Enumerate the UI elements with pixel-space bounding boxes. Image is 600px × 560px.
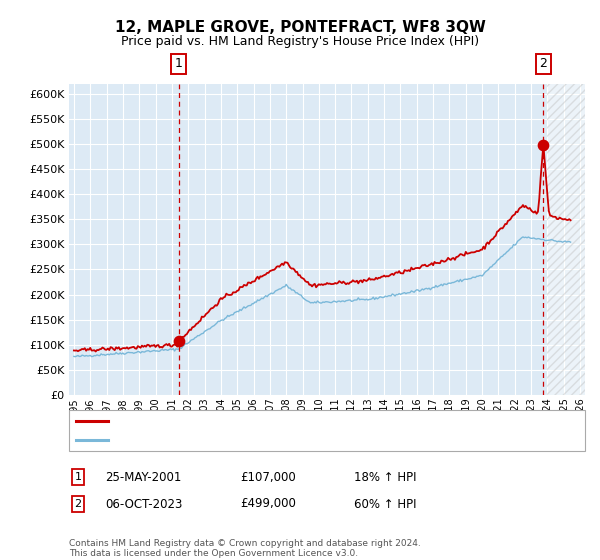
Text: 2: 2 — [74, 499, 82, 509]
Text: 1: 1 — [175, 57, 182, 70]
Text: 60% ↑ HPI: 60% ↑ HPI — [354, 497, 416, 511]
Text: HPI: Average price, detached house, Wakefield: HPI: Average price, detached house, Wake… — [113, 435, 374, 445]
Text: 2: 2 — [539, 57, 547, 70]
Text: Price paid vs. HM Land Registry's House Price Index (HPI): Price paid vs. HM Land Registry's House … — [121, 35, 479, 48]
Text: 12, MAPLE GROVE, PONTEFRACT, WF8 3QW: 12, MAPLE GROVE, PONTEFRACT, WF8 3QW — [115, 20, 485, 35]
Text: £499,000: £499,000 — [240, 497, 296, 511]
Text: £107,000: £107,000 — [240, 470, 296, 484]
Text: 06-OCT-2023: 06-OCT-2023 — [105, 497, 182, 511]
Point — [174, 337, 184, 346]
Text: 12, MAPLE GROVE, PONTEFRACT, WF8 3QW (detached house): 12, MAPLE GROVE, PONTEFRACT, WF8 3QW (de… — [113, 417, 458, 426]
Text: 25-MAY-2001: 25-MAY-2001 — [105, 470, 181, 484]
Text: Contains HM Land Registry data © Crown copyright and database right 2024.
This d: Contains HM Land Registry data © Crown c… — [69, 539, 421, 558]
Text: 18% ↑ HPI: 18% ↑ HPI — [354, 470, 416, 484]
Text: 1: 1 — [74, 472, 82, 482]
Point — [539, 140, 548, 149]
Bar — [547, 84, 585, 395]
